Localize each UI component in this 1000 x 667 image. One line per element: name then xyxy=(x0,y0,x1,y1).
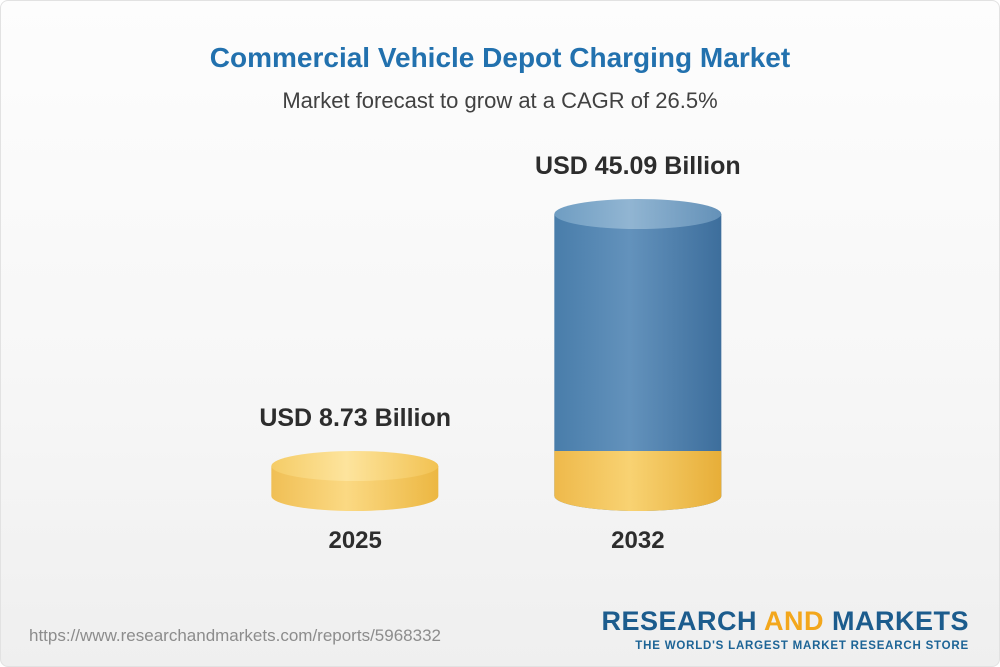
logo-word-and: AND xyxy=(763,606,824,636)
bar-chart: USD 8.73 Billion 2025 USD 45.09 Billion … xyxy=(259,152,740,555)
bar-group-2032: USD 45.09 Billion 2032 xyxy=(535,152,741,555)
year-label-2025: 2025 xyxy=(328,527,382,554)
cylinder-2025 xyxy=(271,451,439,511)
research-and-markets-logo: RESEARCH AND MARKETS THE WORLD'S LARGEST… xyxy=(601,606,969,652)
logo-tagline: THE WORLD'S LARGEST MARKET RESEARCH STOR… xyxy=(635,640,969,652)
bar-group-2025: USD 8.73 Billion 2025 xyxy=(259,404,451,555)
logo-word-research: RESEARCH xyxy=(601,606,757,636)
page-title: Commercial Vehicle Depot Charging Market xyxy=(209,42,791,73)
year-label-2032: 2032 xyxy=(611,527,665,554)
cylinder-2032-top xyxy=(554,199,722,229)
logo-word-markets: MARKETS xyxy=(832,606,969,636)
cylinder-2032 xyxy=(554,199,722,511)
chart-header: Commercial Vehicle Depot Charging Market… xyxy=(1,1,999,115)
cylinder-2032-base xyxy=(554,451,722,511)
page-subtitle: Market forecast to grow at a CAGR of 26.… xyxy=(282,88,718,113)
logo-wordmark: RESEARCH AND MARKETS xyxy=(601,606,969,636)
report-url: https://www.researchandmarkets.com/repor… xyxy=(29,626,441,645)
value-label-2032: USD 45.09 Billion xyxy=(535,152,741,180)
cylinder-2025-top xyxy=(271,451,439,481)
value-label-2025: USD 8.73 Billion xyxy=(259,404,452,432)
